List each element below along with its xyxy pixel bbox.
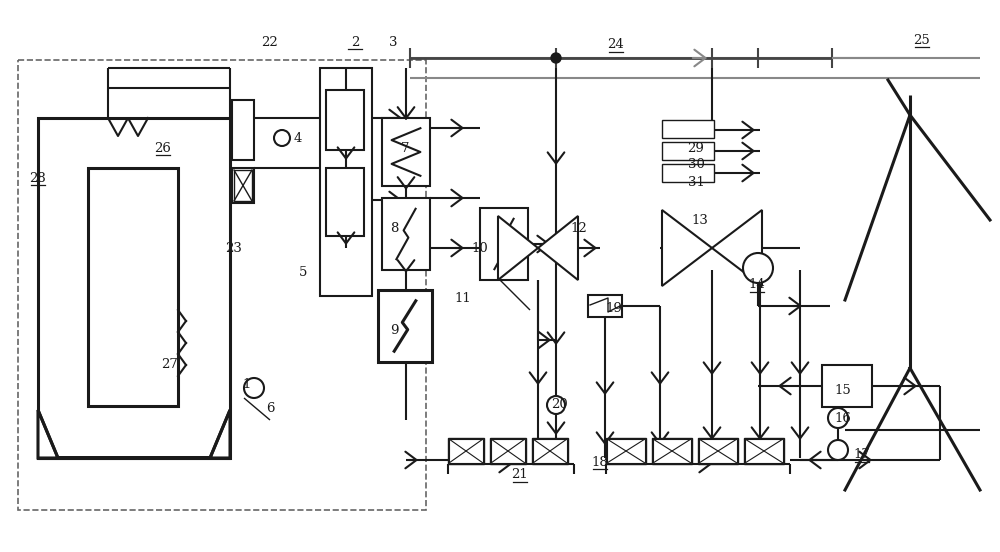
Bar (449, 439, 483, 463)
Bar (448, 438, 484, 464)
Text: 27: 27 (162, 358, 178, 371)
Bar (234, 170, 252, 201)
Text: 8: 8 (390, 221, 398, 235)
Text: 9: 9 (390, 323, 398, 337)
Polygon shape (538, 216, 578, 280)
Bar (378, 290, 432, 362)
Polygon shape (712, 210, 762, 286)
Text: 30: 30 (688, 158, 704, 172)
Bar (533, 439, 567, 463)
Text: 13: 13 (692, 214, 708, 226)
Text: 16: 16 (835, 411, 851, 424)
Text: 31: 31 (688, 176, 704, 188)
Text: 14: 14 (749, 279, 765, 291)
Bar (653, 439, 691, 463)
Text: 22: 22 (262, 35, 278, 49)
Text: 12: 12 (571, 221, 587, 235)
Bar (822, 365, 872, 407)
Bar (745, 439, 783, 463)
Circle shape (244, 378, 264, 398)
Circle shape (547, 396, 565, 414)
Text: 2: 2 (351, 35, 359, 49)
Text: 29: 29 (688, 141, 704, 155)
Text: 19: 19 (606, 301, 622, 315)
Text: 21: 21 (512, 469, 528, 481)
Bar (662, 164, 714, 182)
Text: 20: 20 (552, 399, 568, 411)
Text: 23: 23 (226, 242, 242, 254)
Text: 1: 1 (243, 379, 251, 391)
Bar (326, 90, 364, 150)
Text: 25: 25 (914, 34, 930, 46)
Text: 11: 11 (455, 291, 471, 305)
Circle shape (828, 408, 848, 428)
Circle shape (828, 440, 848, 460)
Bar (18, 60, 426, 510)
Circle shape (743, 253, 773, 283)
Bar (699, 439, 737, 463)
Text: 15: 15 (835, 384, 851, 396)
Bar (662, 120, 714, 138)
Circle shape (551, 53, 561, 63)
Bar (382, 118, 430, 186)
Bar (698, 438, 738, 464)
Text: 7: 7 (401, 141, 409, 155)
Text: 5: 5 (299, 266, 307, 279)
Polygon shape (662, 210, 712, 286)
Bar (606, 438, 646, 464)
Text: 26: 26 (155, 141, 171, 155)
Bar (320, 68, 372, 296)
Circle shape (274, 130, 290, 146)
Text: 18: 18 (592, 455, 608, 469)
Bar (490, 438, 526, 464)
Bar (88, 168, 178, 406)
Bar (480, 208, 528, 280)
Text: 10: 10 (472, 242, 488, 254)
Bar (38, 118, 230, 458)
Bar (232, 168, 254, 203)
Text: 17: 17 (854, 448, 870, 461)
Bar (532, 438, 568, 464)
Text: 4: 4 (294, 131, 302, 145)
Polygon shape (498, 216, 538, 280)
Polygon shape (38, 410, 230, 458)
Bar (232, 100, 254, 160)
Bar (662, 142, 714, 160)
Bar (607, 439, 645, 463)
Text: 24: 24 (608, 39, 624, 51)
Bar (326, 168, 364, 236)
Text: 6: 6 (266, 401, 274, 415)
Text: 3: 3 (389, 35, 397, 49)
Text: 28: 28 (30, 172, 46, 184)
Bar (652, 438, 692, 464)
Bar (382, 198, 430, 270)
Bar (588, 295, 622, 317)
Bar (491, 439, 525, 463)
Bar (744, 438, 784, 464)
